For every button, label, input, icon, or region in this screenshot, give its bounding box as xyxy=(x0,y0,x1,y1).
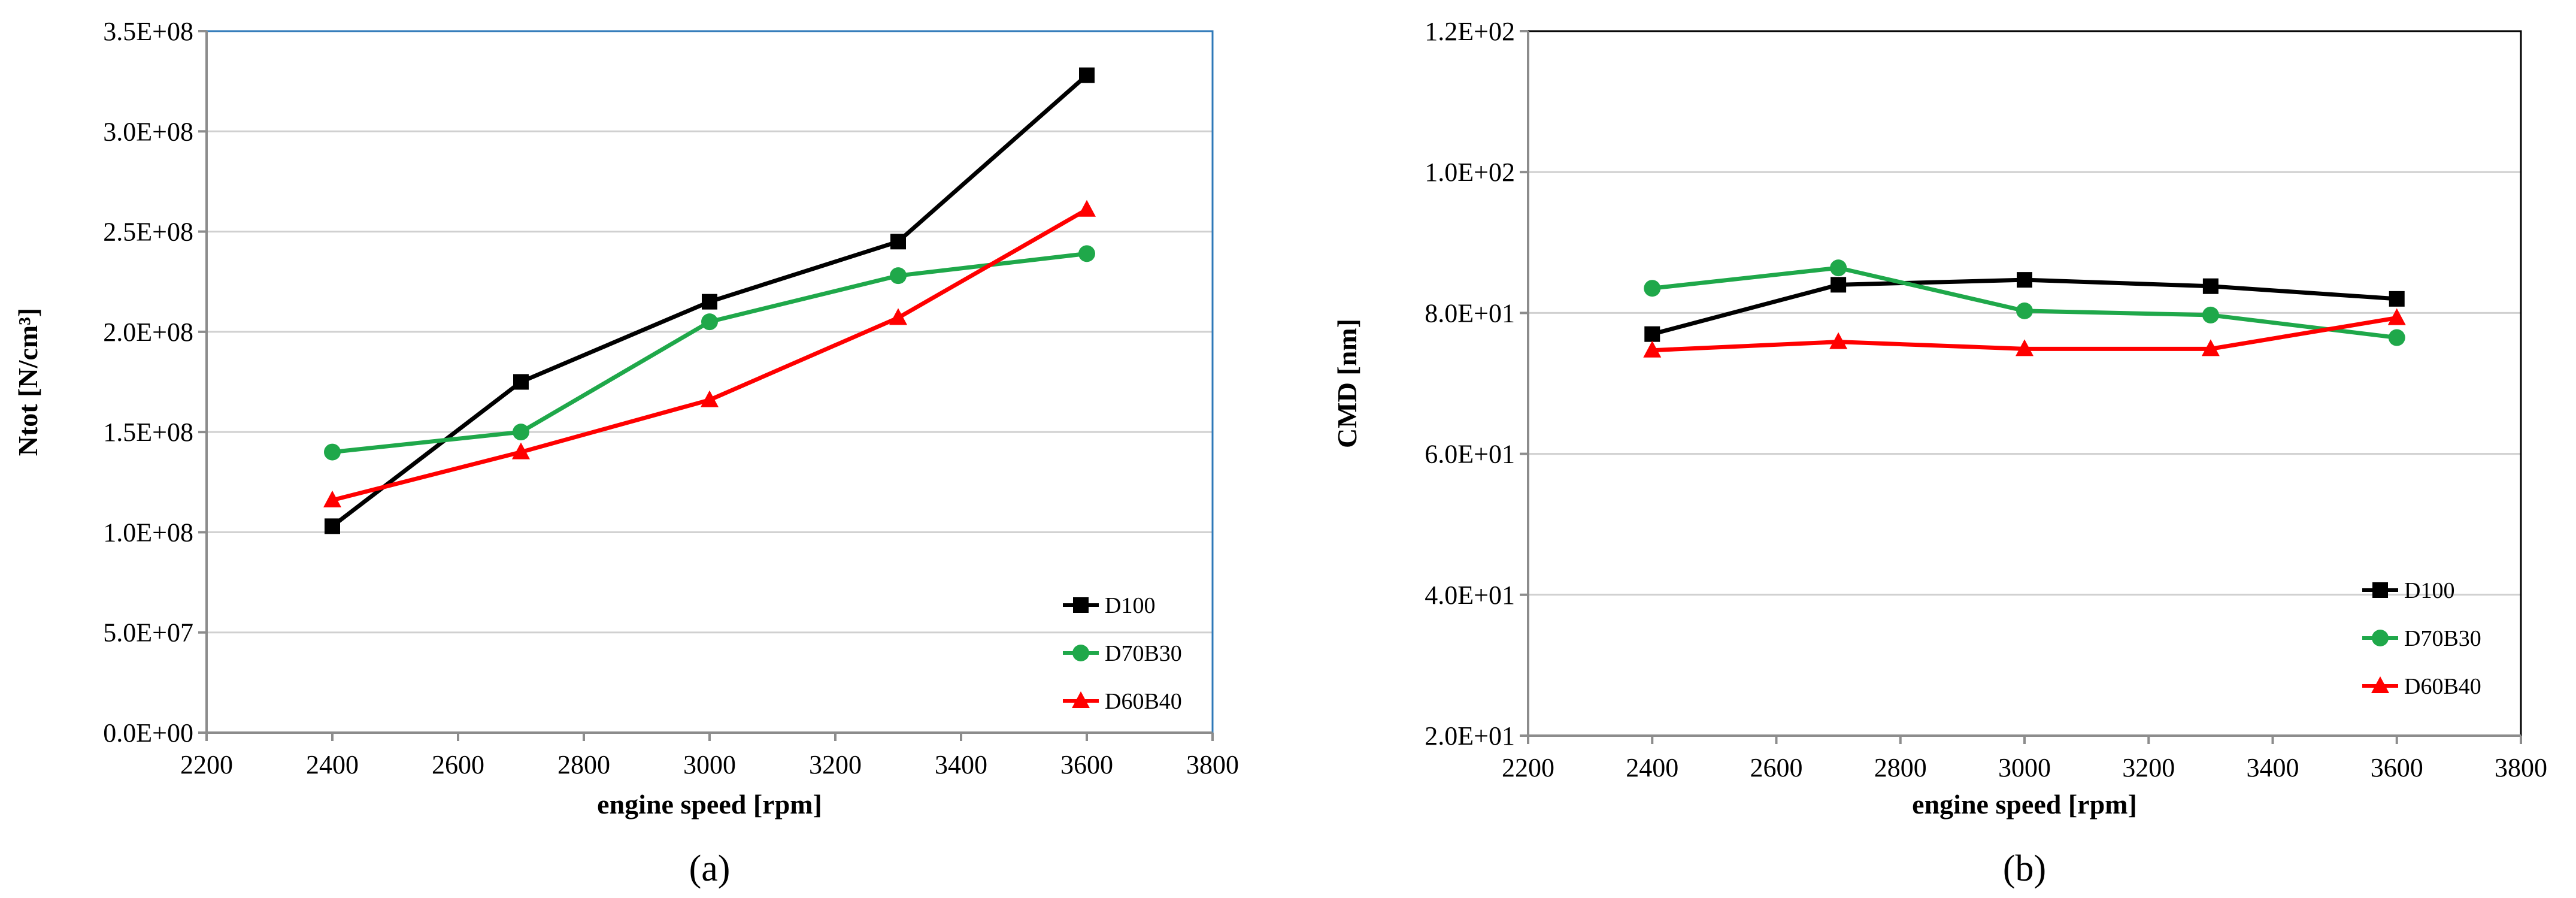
y-tick-label: 2.5E+08 xyxy=(103,217,193,247)
y-tick-label: 2.0E+08 xyxy=(103,318,193,347)
series-D60B40 xyxy=(323,199,1096,507)
x-tick-label: 3600 xyxy=(1060,750,1113,779)
x-tick-label: 3200 xyxy=(2122,753,2175,782)
y-tick-label: 1.5E+08 xyxy=(103,418,193,447)
series-line xyxy=(332,251,1087,455)
y-tick-label: 1.2E+02 xyxy=(1425,17,1515,46)
legend-marker xyxy=(2372,582,2388,598)
data-point xyxy=(325,518,340,534)
data-point xyxy=(1078,245,1095,262)
x-tick-label: 2400 xyxy=(306,750,359,779)
legend-label: D70B30 xyxy=(2404,626,2481,651)
panel-label: (b) xyxy=(2003,848,2046,889)
y-axis-title: Ntot [N/cm³] xyxy=(13,308,43,456)
data-point xyxy=(2202,306,2219,323)
data-point xyxy=(1643,340,1662,358)
data-point xyxy=(2202,278,2219,294)
data-point xyxy=(512,442,530,459)
series-line xyxy=(332,207,1088,503)
x-axis-title: engine speed [rpm] xyxy=(1912,789,2137,820)
data-point xyxy=(323,490,341,507)
y-tick-label: 8.0E+01 xyxy=(1425,298,1515,328)
x-tick-label: 2600 xyxy=(432,750,484,779)
data-point xyxy=(2387,308,2406,325)
x-tick-label: 3800 xyxy=(2495,753,2547,782)
chart-panel-a: 0.0E+00 5.0E+07 1.0E+08 1.5E+08 2.0E+08 2.5E+… xyxy=(13,17,1239,889)
data-point xyxy=(2389,291,2405,307)
data-point xyxy=(1644,326,1660,342)
y-tick-label: 3.0E+08 xyxy=(103,117,193,146)
data-point xyxy=(701,390,719,407)
data-point xyxy=(889,308,907,325)
legend-marker xyxy=(1072,645,1089,661)
legend-label: D60B40 xyxy=(2404,674,2481,699)
y-tick-label: 2.0E+01 xyxy=(1425,721,1515,751)
plot-frame xyxy=(205,30,1214,734)
series-D60B40 xyxy=(1643,308,2406,358)
data-point xyxy=(701,313,718,331)
x-tick-label: 2400 xyxy=(1626,753,1678,782)
legend: D100 D70B30 D60B40 xyxy=(1063,593,1182,714)
x-tick-label: 3400 xyxy=(2247,753,2299,782)
data-point xyxy=(1831,277,1847,293)
x-tick-label: 3800 xyxy=(1186,750,1239,779)
legend-label: D100 xyxy=(1105,593,1155,618)
data-point xyxy=(890,234,906,250)
data-point xyxy=(1644,280,1661,297)
data-point xyxy=(890,267,907,285)
x-tick-label: 3400 xyxy=(935,750,987,779)
data-point xyxy=(513,374,529,390)
x-tick-label: 3600 xyxy=(2371,753,2423,782)
data-point xyxy=(2017,272,2032,288)
series-D70B30 xyxy=(1644,259,2405,346)
x-axis-title: engine speed [rpm] xyxy=(597,789,822,820)
data-point xyxy=(2388,329,2405,346)
x-tick-label: 3000 xyxy=(683,750,736,779)
y-tick-label: 1.0E+08 xyxy=(103,518,193,547)
data-point xyxy=(2016,339,2033,356)
x-tick-label: 2600 xyxy=(1750,753,1803,782)
data-point xyxy=(702,294,717,310)
series-D100 xyxy=(1644,272,2405,342)
x-tick-label: 2200 xyxy=(1502,753,1554,782)
series-D100 xyxy=(325,67,1095,534)
data-point xyxy=(1830,259,1847,277)
legend-label: D100 xyxy=(2404,578,2454,603)
legend: D100 D70B30 D60B40 xyxy=(2362,578,2481,699)
y-tick-label: 0.0E+00 xyxy=(103,718,193,748)
panel-label: (a) xyxy=(689,848,731,889)
series-D70B30 xyxy=(324,245,1095,461)
y-tick-label: 5.0E+07 xyxy=(103,618,193,648)
legend-marker xyxy=(1073,597,1089,613)
data-point xyxy=(1829,332,1848,349)
x-tick-label: 2800 xyxy=(1874,753,1927,782)
x-tick-label: 3000 xyxy=(1998,753,2051,782)
plot-frame xyxy=(1527,30,2522,737)
x-tick-label: 3200 xyxy=(809,750,862,779)
data-point xyxy=(513,424,529,441)
data-point xyxy=(1079,67,1095,83)
chart-panel-b: 2.0E+01 4.0E+01 6.0E+01 8.0E+01 1.0E+02 1.2E+… xyxy=(1332,17,2547,889)
y-tick-label: 6.0E+01 xyxy=(1425,440,1515,469)
x-tick-label: 2200 xyxy=(180,750,233,779)
data-point xyxy=(2201,339,2220,356)
y-axis-title: CMD [nm] xyxy=(1332,319,1362,448)
legend-label: D60B40 xyxy=(1105,689,1182,714)
y-tick-label: 1.0E+02 xyxy=(1425,158,1515,187)
x-tick-label: 2800 xyxy=(557,750,610,779)
data-point xyxy=(2016,302,2033,319)
legend-marker xyxy=(2372,630,2389,646)
legend-label: D70B30 xyxy=(1105,641,1182,666)
y-tick-label: 4.0E+01 xyxy=(1425,580,1515,610)
y-tick-label: 3.5E+08 xyxy=(103,17,193,46)
legend-marker xyxy=(1072,691,1090,708)
data-point xyxy=(1078,199,1096,217)
legend-marker xyxy=(2371,676,2389,693)
data-point xyxy=(324,443,341,461)
